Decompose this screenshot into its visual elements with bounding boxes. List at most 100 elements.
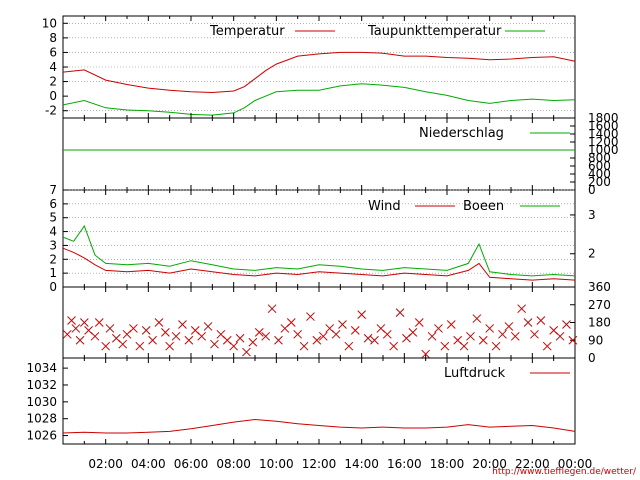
y-tick-label: 4 — [49, 225, 57, 239]
y-tick-label: 0 — [49, 280, 57, 294]
data-point — [210, 339, 219, 349]
y-tick-label: 4 — [49, 60, 57, 74]
data-point — [530, 329, 539, 339]
data-point — [331, 329, 341, 339]
data-point — [105, 324, 115, 333]
y-tick-label: 5 — [49, 211, 57, 225]
series-line — [62, 247, 576, 281]
y-right-tick-label: 0 — [588, 351, 596, 365]
x-tick-label: 06:00 — [174, 457, 209, 471]
y-tick-label: 8 — [49, 31, 57, 45]
x-tick-label: 16:00 — [387, 457, 422, 471]
x-tick-label: 04:00 — [131, 457, 166, 471]
data-point — [235, 333, 245, 343]
data-point — [118, 339, 128, 349]
y-right-tick-label: 2 — [588, 247, 596, 261]
data-point — [523, 318, 533, 327]
y-right-tick-label: 400 — [588, 167, 611, 181]
x-tick-label: 12:00 — [302, 457, 337, 471]
legend-label: Luftdruck — [444, 366, 506, 381]
data-point — [248, 337, 258, 347]
data-point — [148, 335, 157, 345]
data-point — [306, 312, 315, 321]
y-right-tick-label: 3 — [588, 208, 596, 222]
data-point — [491, 341, 501, 351]
y-tick-label: 7 — [49, 183, 57, 197]
y-right-tick-label: 800 — [588, 151, 611, 165]
y-tick-label: 1034 — [26, 361, 57, 375]
y-right-tick-label: 1400 — [588, 127, 619, 141]
source-url[interactable]: http://www.tiefflegen.de/wetter/ — [492, 467, 637, 477]
data-point — [135, 341, 145, 351]
data-point — [165, 341, 175, 351]
data-point — [408, 328, 418, 337]
data-point — [434, 324, 443, 333]
data-point — [229, 341, 239, 351]
data-point — [459, 341, 469, 351]
y-tick-label: 1028 — [26, 412, 57, 426]
y-tick-label: 2 — [49, 75, 57, 89]
x-tick-label: 08:00 — [216, 457, 251, 471]
x-tick-label: 14:00 — [344, 457, 379, 471]
data-point — [242, 347, 251, 357]
data-point — [510, 331, 520, 341]
y-right-tick-label: 180 — [588, 316, 611, 330]
data-point — [517, 304, 527, 314]
series-line — [62, 418, 576, 434]
data-point — [357, 310, 367, 319]
data-point — [338, 320, 347, 329]
data-point — [312, 335, 322, 345]
legend-label: Wind — [368, 199, 401, 214]
data-point — [427, 331, 437, 341]
y-tick-label: 3 — [49, 238, 57, 252]
y-right-tick-label: 360 — [588, 280, 611, 294]
data-point — [299, 341, 309, 351]
data-point — [203, 322, 213, 331]
data-point — [466, 331, 475, 341]
y-tick-label: -2 — [45, 104, 57, 118]
data-point — [370, 335, 379, 345]
data-point — [154, 318, 164, 327]
data-point — [171, 331, 181, 341]
data-point — [414, 318, 424, 327]
data-point — [344, 341, 354, 351]
data-point — [395, 308, 405, 317]
data-point — [485, 324, 495, 333]
y-tick-label: 10 — [42, 16, 57, 30]
data-point — [141, 326, 151, 335]
data-point — [382, 329, 392, 339]
data-point — [555, 331, 565, 341]
y-right-tick-label: 90 — [588, 333, 603, 347]
data-point — [184, 335, 194, 345]
data-point — [62, 329, 72, 339]
data-point — [161, 328, 170, 337]
y-right-tick-label: 1200 — [588, 135, 619, 149]
data-point — [197, 331, 207, 341]
data-point — [261, 331, 271, 341]
legend-label: Temperatur — [209, 24, 285, 39]
y-right-tick-label: 270 — [588, 298, 611, 312]
y-tick-label: 1026 — [26, 429, 57, 443]
data-point — [536, 316, 546, 325]
data-point — [79, 318, 89, 327]
data-point — [542, 341, 552, 351]
y-right-tick-label: 200 — [588, 175, 611, 189]
data-point — [90, 331, 100, 341]
y-right-tick-label: 600 — [588, 159, 611, 173]
panel-frame — [62, 286, 576, 359]
legend-label: Taupunkttemperatur — [367, 24, 502, 39]
data-point — [286, 318, 296, 327]
data-point — [129, 324, 138, 333]
y-tick-label: 6 — [49, 45, 57, 59]
y-right-tick-label: 1600 — [588, 119, 619, 133]
x-tick-label: 10:00 — [259, 457, 294, 471]
data-point — [254, 328, 264, 337]
data-point — [94, 318, 104, 327]
data-point — [562, 320, 571, 329]
data-point — [498, 329, 507, 339]
y-right-tick-label: 1800 — [588, 111, 619, 125]
y-tick-label: 1 — [49, 266, 57, 280]
y-tick-label: 1030 — [26, 395, 57, 409]
data-point — [318, 331, 328, 341]
